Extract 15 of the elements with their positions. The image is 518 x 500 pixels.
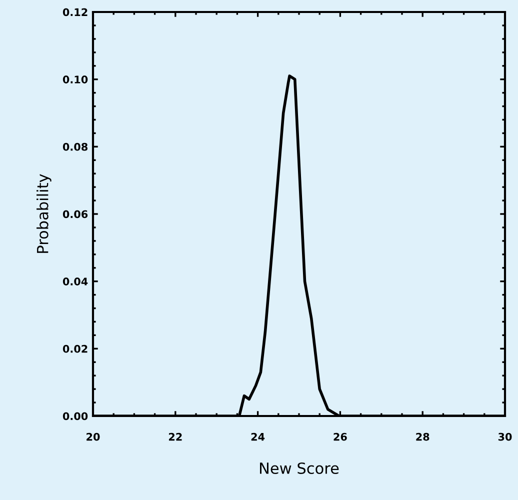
y-tick-label: 0.06 <box>62 210 88 218</box>
y-tick-label: 0.08 <box>62 142 88 151</box>
y-tick-label: 0.12 <box>62 8 88 16</box>
x-axis-title: New Score <box>260 462 339 474</box>
y-tick-label: 0.04 <box>62 278 88 286</box>
y-tick-label: 0.10 <box>62 76 88 84</box>
x-tick-label: 26 <box>334 432 347 441</box>
x-tick-label: 24 <box>251 432 265 441</box>
x-tick-label: 28 <box>416 432 430 441</box>
y-tick-label: 0.02 <box>62 344 88 353</box>
x-tick-label: 22 <box>168 432 182 441</box>
x-tick-label: 30 <box>498 432 512 441</box>
y-axis-title: Probability <box>36 174 52 253</box>
x-tick-label: 20 <box>86 432 100 441</box>
y-tick-label: 0.00 <box>62 412 88 420</box>
